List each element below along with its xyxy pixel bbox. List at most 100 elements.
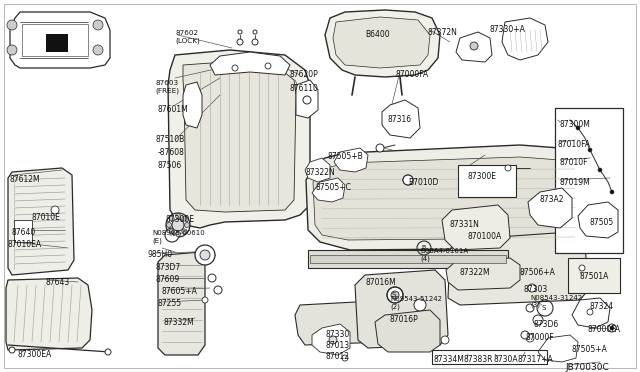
Circle shape [9, 347, 15, 353]
Polygon shape [528, 188, 572, 228]
Text: N08543-31242
(3): N08543-31242 (3) [530, 295, 582, 308]
Circle shape [608, 324, 616, 332]
Circle shape [105, 349, 111, 355]
Circle shape [200, 250, 210, 260]
Text: 87013: 87013 [325, 341, 349, 350]
Polygon shape [8, 168, 74, 275]
Circle shape [51, 206, 59, 214]
Text: 87505+A: 87505+A [572, 345, 608, 354]
Circle shape [414, 299, 426, 311]
Text: 87383R: 87383R [464, 355, 493, 364]
Text: 87316: 87316 [388, 115, 412, 124]
Text: 87010E: 87010E [32, 213, 61, 222]
Text: S: S [392, 292, 396, 298]
Bar [432, 350, 547, 364]
Circle shape [576, 126, 580, 130]
Polygon shape [502, 18, 548, 60]
Text: 87016P: 87016P [390, 315, 419, 324]
Polygon shape [382, 100, 420, 138]
Circle shape [329, 336, 337, 344]
Polygon shape [578, 202, 618, 238]
Polygon shape [183, 82, 202, 128]
Bar [310, 255, 506, 263]
Text: 87300EA: 87300EA [18, 350, 52, 359]
Text: 87620P: 87620P [290, 70, 319, 79]
Text: 87501A: 87501A [580, 272, 609, 281]
Text: 87000FA: 87000FA [395, 70, 428, 79]
Circle shape [579, 265, 585, 271]
Polygon shape [375, 310, 440, 352]
Circle shape [7, 45, 17, 55]
Circle shape [470, 42, 478, 50]
Polygon shape [158, 252, 205, 355]
Text: 876110: 876110 [290, 84, 319, 93]
Text: 87322M: 87322M [460, 268, 491, 277]
Polygon shape [325, 10, 440, 77]
Text: 87605+A: 87605+A [162, 287, 198, 296]
Polygon shape [305, 158, 330, 182]
Circle shape [7, 20, 17, 30]
Polygon shape [295, 298, 442, 345]
Circle shape [253, 30, 257, 34]
Bar [14, 220, 32, 242]
Text: 87317+A: 87317+A [518, 355, 554, 364]
Circle shape [182, 229, 187, 234]
Text: 87303: 87303 [524, 285, 548, 294]
Text: 87506+A: 87506+A [520, 268, 556, 277]
Text: 985H0: 985H0 [148, 250, 173, 259]
Text: 87010EA: 87010EA [8, 240, 42, 249]
Circle shape [441, 336, 449, 344]
Text: 873A2: 873A2 [540, 195, 564, 204]
Circle shape [526, 334, 534, 342]
Bar [555, 108, 623, 253]
Circle shape [166, 222, 172, 228]
Circle shape [505, 165, 511, 171]
Circle shape [526, 304, 534, 312]
Circle shape [342, 355, 348, 361]
Circle shape [411, 321, 425, 335]
Text: 87330+A: 87330+A [490, 25, 526, 34]
Text: B6400: B6400 [365, 30, 390, 39]
Circle shape [169, 216, 174, 221]
Polygon shape [334, 148, 368, 172]
Text: 87016M: 87016M [365, 278, 396, 287]
Text: 87372N: 87372N [428, 28, 458, 37]
Circle shape [175, 231, 180, 237]
Circle shape [588, 148, 592, 152]
Text: JB70030C: JB70030C [565, 363, 609, 372]
Circle shape [587, 309, 593, 315]
Text: 87019M: 87019M [560, 178, 591, 187]
Circle shape [252, 39, 258, 45]
Circle shape [387, 287, 403, 303]
Circle shape [202, 297, 208, 303]
Text: 87324: 87324 [590, 302, 614, 311]
Text: 87300E: 87300E [165, 215, 194, 224]
Text: 87506: 87506 [158, 161, 182, 170]
Polygon shape [572, 298, 610, 328]
Text: 87603
(FREE): 87603 (FREE) [155, 80, 179, 93]
Polygon shape [183, 62, 296, 212]
Polygon shape [355, 270, 448, 348]
Text: N09543-51242
(2): N09543-51242 (2) [390, 296, 442, 310]
Text: 87640: 87640 [12, 228, 36, 237]
Circle shape [610, 190, 614, 194]
Circle shape [406, 177, 410, 183]
Text: B08A4-0161A
(4): B08A4-0161A (4) [420, 248, 468, 262]
Circle shape [237, 39, 243, 45]
Text: 87300E: 87300E [468, 172, 497, 181]
Circle shape [184, 222, 189, 228]
Text: 873D7: 873D7 [155, 263, 180, 272]
Text: B: B [421, 245, 425, 250]
Text: 87010F: 87010F [560, 158, 589, 167]
Circle shape [403, 175, 413, 185]
Text: 87609: 87609 [155, 275, 179, 284]
Polygon shape [6, 278, 92, 350]
Polygon shape [448, 232, 588, 305]
Polygon shape [442, 205, 510, 250]
Circle shape [172, 219, 184, 231]
Polygon shape [296, 80, 318, 118]
Text: 87505+B: 87505+B [328, 152, 364, 161]
Circle shape [403, 175, 413, 185]
Polygon shape [446, 258, 520, 290]
Circle shape [610, 326, 614, 330]
